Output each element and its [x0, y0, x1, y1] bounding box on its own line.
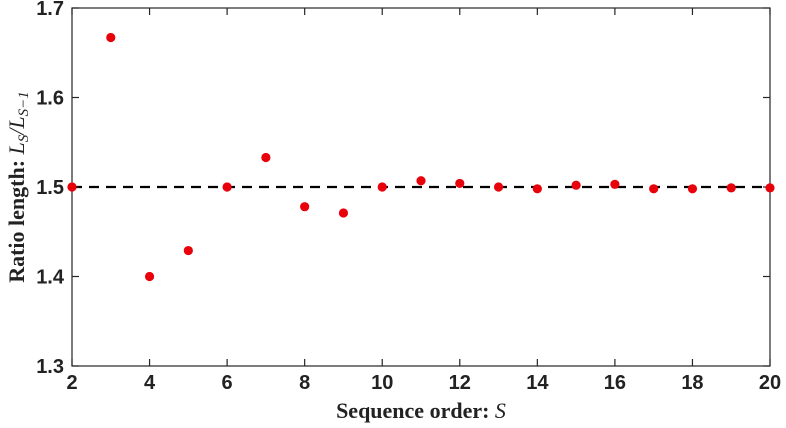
x-tick-label: 16: [604, 372, 626, 394]
data-point: [610, 179, 620, 189]
data-point: [67, 182, 77, 192]
y-tick-label: 1.7: [36, 0, 64, 20]
data-point: [649, 184, 659, 194]
data-point: [765, 183, 775, 193]
x-tick-label: 6: [222, 372, 233, 394]
x-axis-ticks: 2 4 6 8 10 12 14 16 18 20: [66, 8, 781, 394]
x-tick-label: 4: [144, 372, 156, 394]
data-point: [183, 245, 193, 256]
y-tick-label: 1.4: [36, 267, 65, 289]
data-point: [300, 202, 310, 212]
x-axis-label: Sequence order: S: [336, 398, 506, 423]
x-tick-label: 12: [449, 372, 471, 394]
data-point: [493, 182, 504, 192]
x-tick-label: 18: [681, 372, 703, 394]
data-point: [222, 182, 232, 192]
x-tick-label: 14: [526, 372, 549, 394]
x-tick-label: 8: [299, 372, 310, 394]
data-point: [416, 176, 426, 186]
data-point: [726, 183, 736, 193]
data-point: [338, 208, 349, 218]
data-point: [106, 32, 116, 43]
data-point: [532, 184, 542, 194]
data-point: [571, 180, 581, 190]
x-tick-label: 10: [371, 372, 393, 394]
y-axis-label: Ratio length: LS/LS−1: [4, 91, 32, 283]
data-point: [377, 182, 387, 192]
x-tick-label: 2: [66, 372, 77, 394]
data-point: [455, 178, 465, 189]
y-tick-label: 1.5: [36, 177, 64, 199]
data-point: [261, 152, 271, 163]
y-tick-label: 1.3: [36, 356, 64, 378]
data-point: [144, 271, 155, 282]
y-tick-label: 1.6: [36, 88, 64, 110]
data-point: [687, 184, 698, 194]
data-points: [67, 32, 775, 282]
x-tick-label: 20: [759, 372, 781, 394]
